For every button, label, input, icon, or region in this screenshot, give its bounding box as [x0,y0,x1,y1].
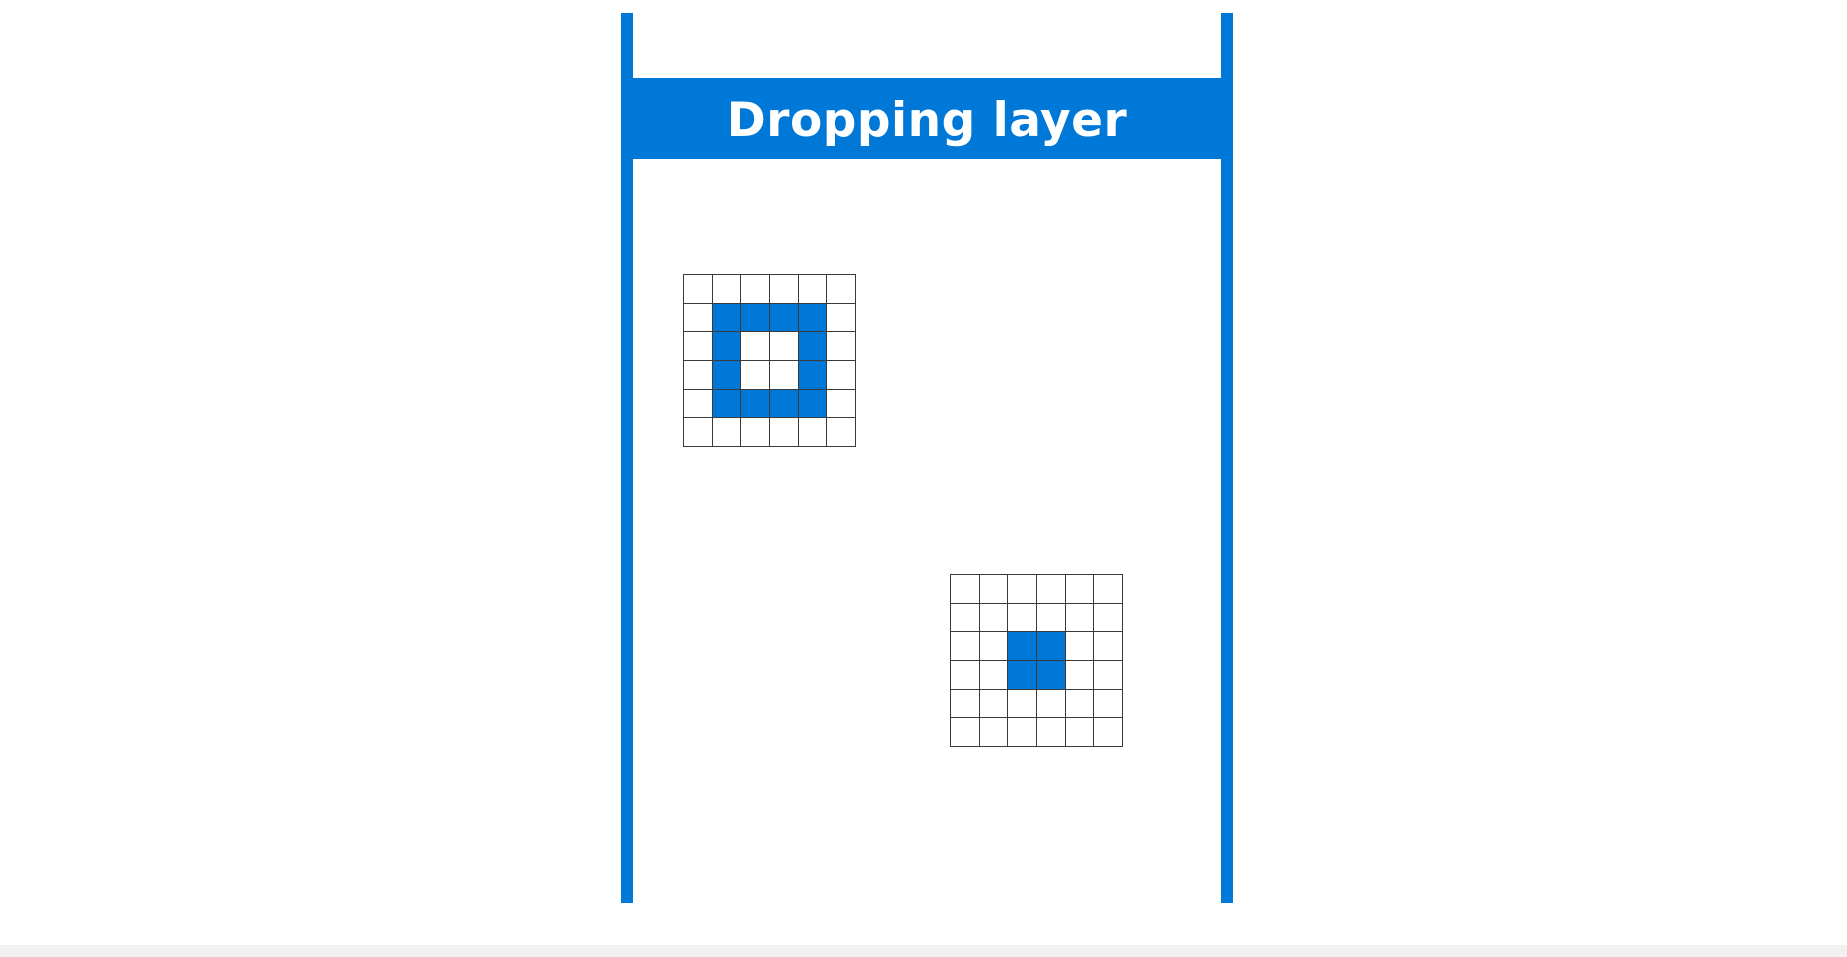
grid-cell-filled [770,389,799,419]
grid-cell-empty [741,275,771,304]
grid-cell-empty [1008,575,1038,604]
grid-cell-empty [1094,689,1124,719]
grid-cell-empty [684,303,713,333]
grid-cell-empty [741,332,771,362]
grid-cell-empty [951,718,980,748]
grid-cell-filled [1008,661,1038,690]
grid-cell-empty [770,418,799,448]
grid-cell-empty [1037,689,1066,719]
grid-cell-empty [1065,689,1095,719]
grid-cell-empty [1065,632,1095,662]
grid-cell-empty [684,389,713,419]
grid-cell-empty [684,275,713,304]
grid-cell-filled [798,361,828,390]
grid-cell-empty [741,361,771,390]
grid-cell-empty [1065,661,1095,690]
grid-cell-empty [951,661,980,690]
grid-cell-empty [712,418,742,448]
grid-cell-empty [770,332,799,362]
grid-cell-filled [712,303,742,333]
grid-cell-empty [951,632,980,662]
grid-cell-empty [979,575,1009,604]
grid-cell-empty [1065,575,1095,604]
grid-cell-empty [770,275,799,304]
grid-cell-empty [1008,689,1038,719]
grid-cell-empty [712,275,742,304]
grid-cell-empty [1065,603,1095,633]
right-pillar [1221,13,1233,903]
ring-pattern-grid [683,274,857,448]
grid-cell-empty [684,332,713,362]
grid-cell-empty [1094,661,1124,690]
grid-cell-empty [951,575,980,604]
grid-cell-empty [1094,603,1124,633]
grid-cell-empty [827,361,857,390]
grid-cell-filled [712,389,742,419]
grid-cell-filled [798,332,828,362]
grid-cell-empty [798,418,828,448]
grid-cell-empty [1065,718,1095,748]
grid-cell-filled [798,389,828,419]
grid-cell-empty [1008,718,1038,748]
grid-cell-filled [712,361,742,390]
grid-cell-empty [1037,575,1066,604]
grid-cell-empty [827,303,857,333]
grid-cell-empty [770,361,799,390]
grid-cell-filled [798,303,828,333]
grid-cell-empty [979,632,1009,662]
banner-title: Dropping layer [726,93,1128,148]
grid-cell-filled [741,389,771,419]
center-pattern-grid [950,574,1124,748]
grid-cell-empty [827,389,857,419]
grid-cell-filled [1037,632,1066,662]
grid-cell-filled [1037,661,1066,690]
grid-cell-empty [1094,632,1124,662]
grid-cell-empty [1037,718,1066,748]
grid-cell-empty [741,418,771,448]
grid-cell-filled [1008,632,1038,662]
grid-cell-empty [951,603,980,633]
grid-cell-empty [684,361,713,390]
grid-cell-empty [827,332,857,362]
grid-cell-empty [827,275,857,304]
grid-cell-empty [1094,575,1124,604]
grid-cell-empty [1037,603,1066,633]
grid-cell-filled [741,303,771,333]
grid-cell-empty [979,603,1009,633]
grid-cell-filled [712,332,742,362]
grid-cell-empty [827,418,857,448]
layer-banner: Dropping layer [633,78,1221,159]
grid-cell-empty [951,689,980,719]
grid-cell-empty [1008,603,1038,633]
grid-cell-empty [798,275,828,304]
grid-cell-empty [1094,718,1124,748]
grid-cell-empty [979,689,1009,719]
grid-cell-empty [979,661,1009,690]
grid-cell-empty [979,718,1009,748]
grid-cell-filled [770,303,799,333]
grid-cell-empty [684,418,713,448]
bottom-strip [0,945,1847,957]
left-pillar [621,13,633,903]
